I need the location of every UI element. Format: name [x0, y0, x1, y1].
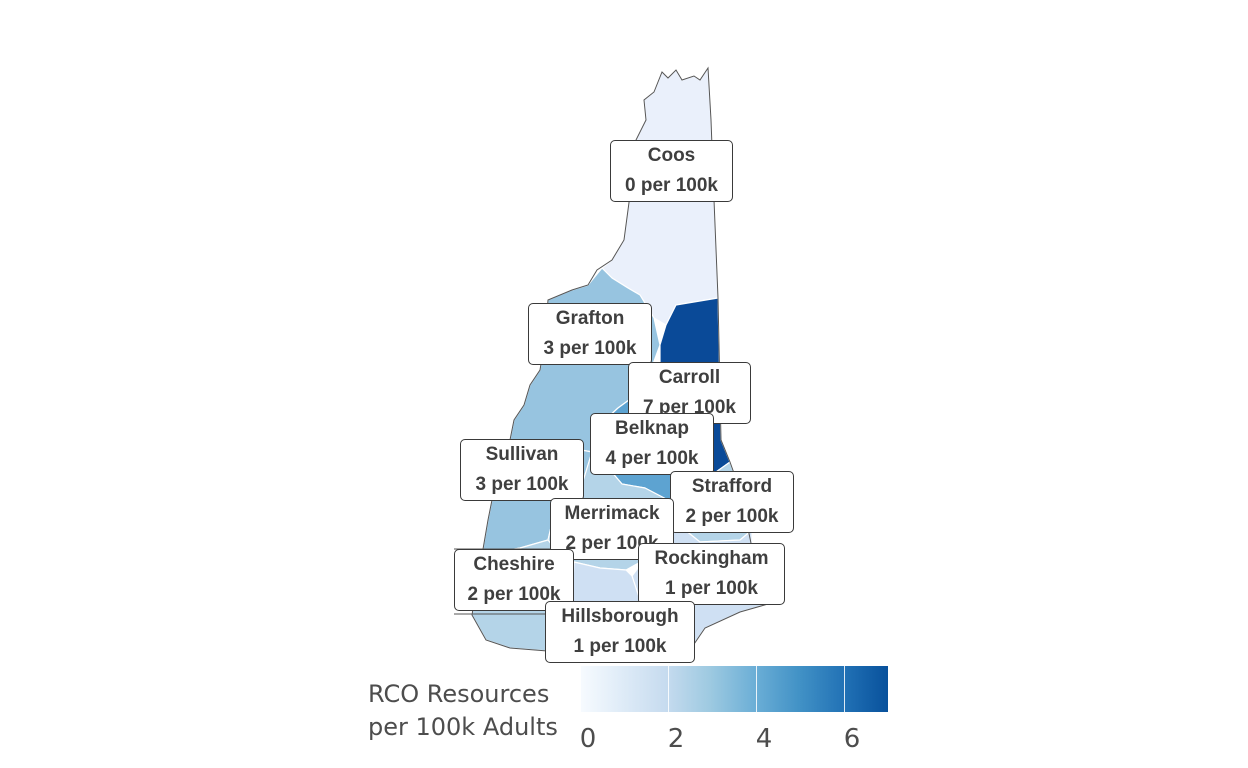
county-value: 0 per 100k — [625, 175, 718, 196]
legend-title-line1: RCO Resources — [368, 680, 550, 708]
county-label-hillsborough: Hillsborough 1 per 100k — [545, 601, 695, 663]
county-name: Hillsborough — [561, 606, 679, 627]
county-name: Carroll — [658, 367, 721, 388]
county-label-cheshire: Cheshire 2 per 100k — [454, 549, 574, 611]
legend-tick-label: 4 — [755, 724, 773, 754]
county-value: 1 per 100k — [665, 578, 758, 599]
county-value: 7 per 100k — [643, 397, 736, 418]
legend-tick-mark — [580, 666, 581, 712]
county-label-belknap: Belknap 4 per 100k — [590, 413, 714, 475]
county-value: 3 per 100k — [543, 338, 637, 359]
legend-title-line2: per 100k Adults — [368, 713, 558, 741]
county-label-strafford: Strafford 2 per 100k — [670, 471, 794, 533]
county-name: Cheshire — [473, 554, 555, 575]
county-name: Coos — [647, 145, 696, 166]
county-name: Grafton — [555, 308, 625, 329]
county-name: Merrimack — [564, 503, 660, 524]
legend-tick-label: 0 — [579, 724, 597, 754]
legend-tick-mark — [756, 666, 757, 712]
county-value: 2 per 100k — [565, 533, 659, 554]
legend-title: RCO Resources per 100k Adults — [368, 678, 558, 744]
legend-tick-mark — [668, 666, 669, 712]
county-value: 2 per 100k — [467, 584, 561, 605]
county-name: Strafford — [691, 476, 773, 497]
county-value: 2 per 100k — [685, 506, 779, 527]
county-label-coos: Coos 0 per 100k — [610, 140, 733, 202]
county-value: 1 per 100k — [573, 636, 667, 657]
legend-tick-label: 6 — [843, 724, 861, 754]
county-label-sullivan: Sullivan 3 per 100k — [460, 439, 584, 501]
county-value: 4 per 100k — [605, 448, 699, 469]
county-name: Sullivan — [485, 444, 559, 465]
county-label-rockingham: Rockingham 1 per 100k — [638, 543, 785, 605]
legend-color-scale — [580, 666, 888, 712]
legend-tick-mark — [844, 666, 845, 712]
legend-tick-label: 2 — [667, 724, 685, 754]
county-name: Belknap — [615, 418, 689, 439]
county-value: 3 per 100k — [475, 474, 569, 495]
county-name: Rockingham — [654, 548, 769, 569]
county-label-grafton: Grafton 3 per 100k — [528, 303, 652, 365]
